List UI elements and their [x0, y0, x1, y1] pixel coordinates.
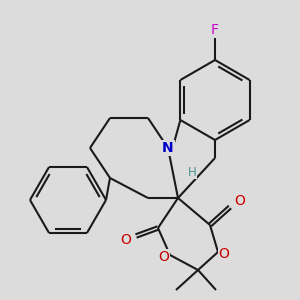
- Text: O: O: [219, 247, 230, 261]
- Text: O: O: [121, 233, 131, 247]
- Text: O: O: [235, 194, 245, 208]
- Text: O: O: [159, 250, 170, 264]
- Text: N: N: [162, 141, 174, 155]
- Text: F: F: [211, 23, 219, 37]
- Text: H: H: [188, 166, 196, 178]
